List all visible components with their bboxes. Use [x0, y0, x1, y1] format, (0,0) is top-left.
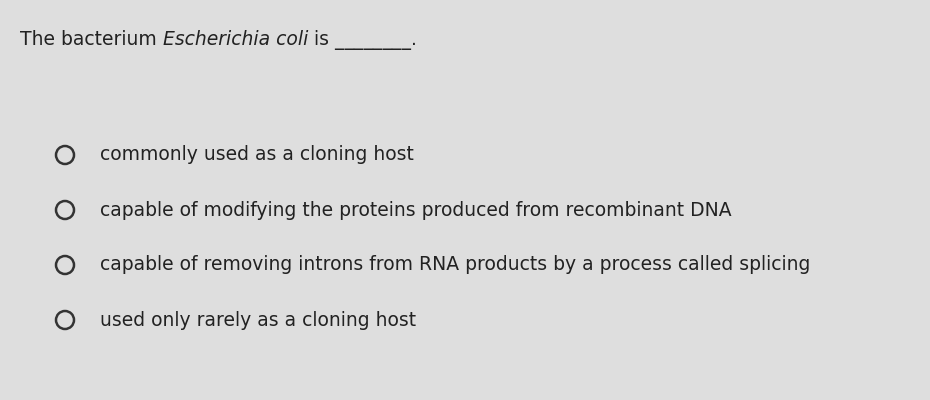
Text: used only rarely as a cloning host: used only rarely as a cloning host [100, 310, 416, 330]
Text: The bacterium: The bacterium [20, 30, 163, 49]
Text: capable of modifying the proteins produced from recombinant DNA: capable of modifying the proteins produc… [100, 200, 732, 220]
Text: Escherichia coli: Escherichia coli [163, 30, 308, 49]
Text: is ________.: is ________. [308, 30, 417, 50]
Text: commonly used as a cloning host: commonly used as a cloning host [100, 146, 414, 164]
Text: capable of removing introns from RNA products by a process called splicing: capable of removing introns from RNA pro… [100, 256, 810, 274]
